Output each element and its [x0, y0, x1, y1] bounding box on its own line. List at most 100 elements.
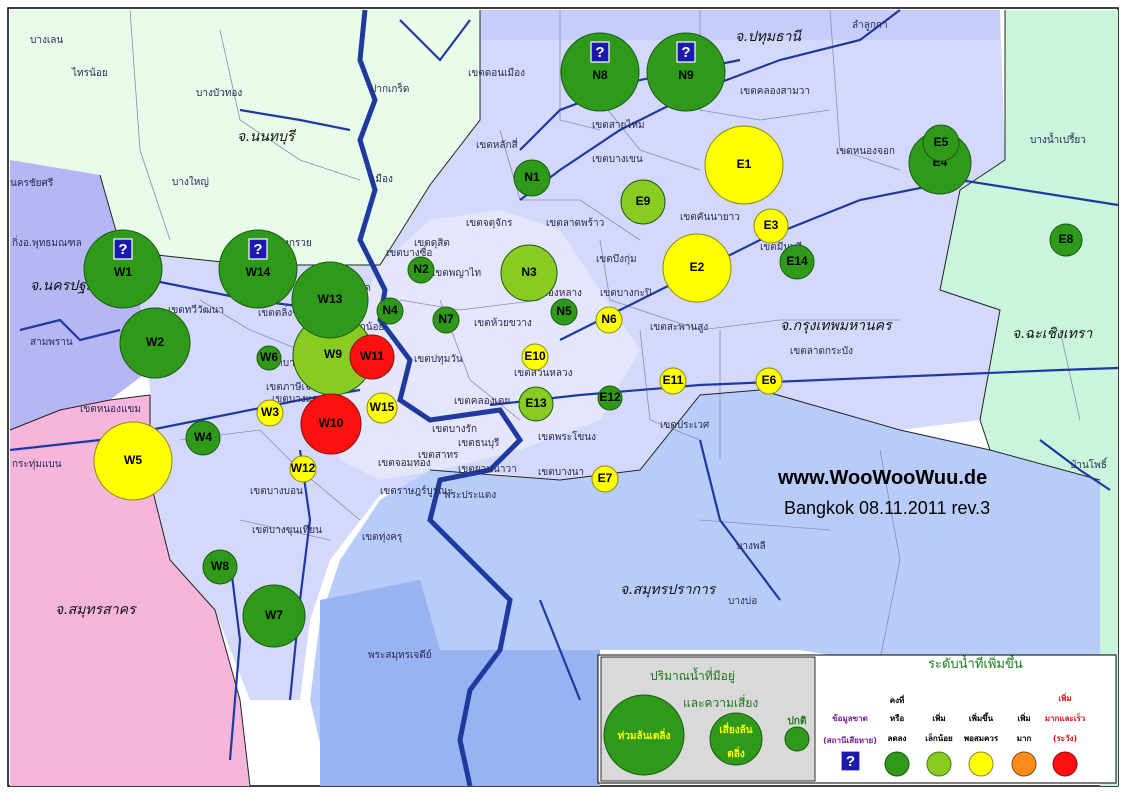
district-label: เขตพระโขนง	[538, 430, 596, 443]
station-circle	[662, 233, 732, 303]
province-label-nakhon-pathom: จ.นครปฐม	[30, 278, 96, 294]
no-data-question-mark: ?	[253, 241, 262, 258]
station-circle	[597, 385, 623, 411]
station-label: N7	[438, 312, 454, 326]
district-label: เขตบางแค	[272, 394, 319, 405]
legend-slight-2: เล็กน้อย	[925, 732, 953, 743]
district-label: นครชัยศรี	[10, 177, 54, 189]
legend-medium-label-2: ตลิ่ง	[727, 746, 745, 760]
station-label: E13	[525, 396, 547, 410]
station-label: W4	[194, 430, 212, 444]
station-label: N3	[521, 265, 537, 279]
legend-stable-1: คงที่	[890, 694, 905, 705]
station-label: W10	[319, 416, 344, 430]
region-samut-sakhon	[10, 395, 250, 786]
no-data-icon	[248, 238, 268, 260]
district-label: ไทรน้อย	[71, 67, 108, 79]
district-label: เขตบางซื่อ	[386, 245, 432, 259]
station-circle	[376, 297, 404, 325]
station-circle	[704, 125, 784, 205]
station-label: W3	[261, 405, 279, 419]
station-e1: E1	[704, 125, 784, 205]
station-w7: W7	[242, 584, 306, 648]
district-label: เขตบางกะปิ	[600, 288, 651, 299]
station-circle	[349, 334, 395, 380]
station-label: E1	[737, 157, 752, 171]
station-w6: W6	[256, 345, 282, 371]
station-n4: N4	[376, 297, 404, 325]
station-label: N5	[556, 304, 572, 318]
legend-color-rising	[968, 751, 994, 777]
legend-rising-1: เพิ่มขึ้น	[969, 712, 994, 723]
station-markers: W9?N8?N9E1?W1W5?W14W13W2E2E4W7W10N3E9W11…	[83, 32, 1083, 648]
station-w12: W12	[289, 455, 317, 483]
station-circle	[659, 367, 687, 395]
station-label: N4	[382, 303, 398, 317]
no-data-icon	[676, 41, 696, 63]
district-label: บ้านโพธิ์	[1070, 457, 1108, 471]
station-circle	[256, 399, 284, 427]
district-label: เขตดุสิต	[414, 238, 450, 249]
station-w2: W2	[119, 307, 191, 379]
district-label: กระทุ่มแบน	[12, 459, 62, 470]
district-label: บางน้ำเปรี้ยว	[1030, 132, 1086, 146]
station-label: W14	[246, 265, 271, 279]
legend-size-large	[603, 694, 685, 776]
station-e11: E11	[659, 367, 687, 395]
station-e2: E2	[662, 233, 732, 303]
station-e12: E12	[597, 385, 623, 411]
district-label: กิ่งอ.พุทธมณฑล	[12, 235, 82, 249]
station-circle	[518, 386, 554, 422]
district-label: ปากเกร็ด	[370, 81, 409, 95]
station-n9: ? N9	[646, 32, 726, 112]
station-w11: W11	[349, 334, 395, 380]
no-data-icon	[590, 41, 610, 63]
station-circle	[922, 124, 960, 162]
station-n3: N3	[500, 244, 558, 302]
district-label: เขตหลักสี่	[476, 137, 518, 151]
no-data-icon	[113, 238, 133, 260]
station-label: E7	[598, 471, 613, 485]
province-label-samut-sakhon: จ.สมุทรสาคร	[55, 602, 137, 618]
region-phra-samut-chedi	[320, 580, 600, 786]
legend-stable-3: ลดลง	[888, 734, 907, 743]
station-circle	[513, 159, 551, 197]
station-circle	[753, 208, 789, 244]
station-n5: N5	[550, 298, 578, 326]
district-label: บางใหญ่	[172, 176, 209, 188]
district-label: บางบัวทอง	[196, 88, 242, 99]
station-circle	[119, 307, 191, 379]
no-data-question-mark: ?	[595, 44, 604, 61]
station-label: N2	[413, 262, 429, 276]
region-inner-core	[330, 210, 640, 480]
station-n2: N2	[407, 256, 435, 284]
district-label: เขตทวีวัฒนา	[168, 304, 224, 316]
legend-slight-1: เพิ่ม	[932, 712, 945, 723]
district-label: เขตธนบุรี	[458, 437, 500, 449]
district-label: บางบ่อ	[728, 596, 757, 607]
legend-rise-title: ระดับน้ำที่เพิ่มขึ้น	[928, 654, 1023, 672]
station-n1: N1	[513, 159, 551, 197]
district-label: เขตพญาไท	[432, 267, 481, 279]
province-labels: จ.ปทุมธานี จ.นนทบุรี จ.นครปฐม จ.กรุงเทพม…	[30, 29, 1093, 618]
station-e3: E3	[753, 208, 789, 244]
legend-color-stable	[884, 751, 910, 777]
station-circle	[560, 32, 640, 112]
district-label: เขตหนองแขม	[80, 404, 141, 415]
legend-high-1: เพิ่ม	[1017, 712, 1030, 723]
station-circle	[407, 256, 435, 284]
legend-large-label: ท่วมล้นเตลิ่ง	[618, 728, 671, 742]
legend-question-mark: ?	[846, 753, 855, 770]
district-label: สามพราน	[30, 337, 73, 348]
station-e8: E8	[1049, 223, 1083, 257]
province-regions	[10, 10, 1118, 786]
station-circle	[202, 549, 238, 585]
legend-critical-2: มากและเร็ว	[1045, 712, 1086, 723]
station-n6: N6	[595, 306, 623, 334]
station-label: E14	[786, 254, 808, 268]
station-w5: W5	[93, 421, 173, 501]
station-circle	[595, 306, 623, 334]
province-label-bangkok: จ.กรุงเทพมหานคร	[780, 318, 893, 334]
province-label-nonthaburi: จ.นนทบุรี	[237, 129, 296, 145]
